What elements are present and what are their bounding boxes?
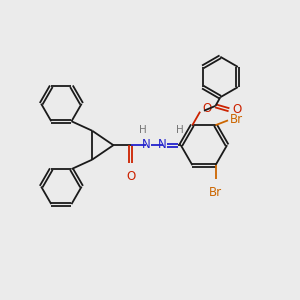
Text: H: H bbox=[140, 124, 147, 135]
Text: N: N bbox=[158, 138, 167, 151]
Text: N: N bbox=[142, 138, 151, 151]
Text: H: H bbox=[176, 124, 184, 135]
Text: O: O bbox=[126, 170, 135, 183]
Text: Br: Br bbox=[230, 113, 243, 126]
Text: O: O bbox=[202, 102, 211, 115]
Text: O: O bbox=[233, 103, 242, 116]
Text: Br: Br bbox=[209, 186, 222, 200]
